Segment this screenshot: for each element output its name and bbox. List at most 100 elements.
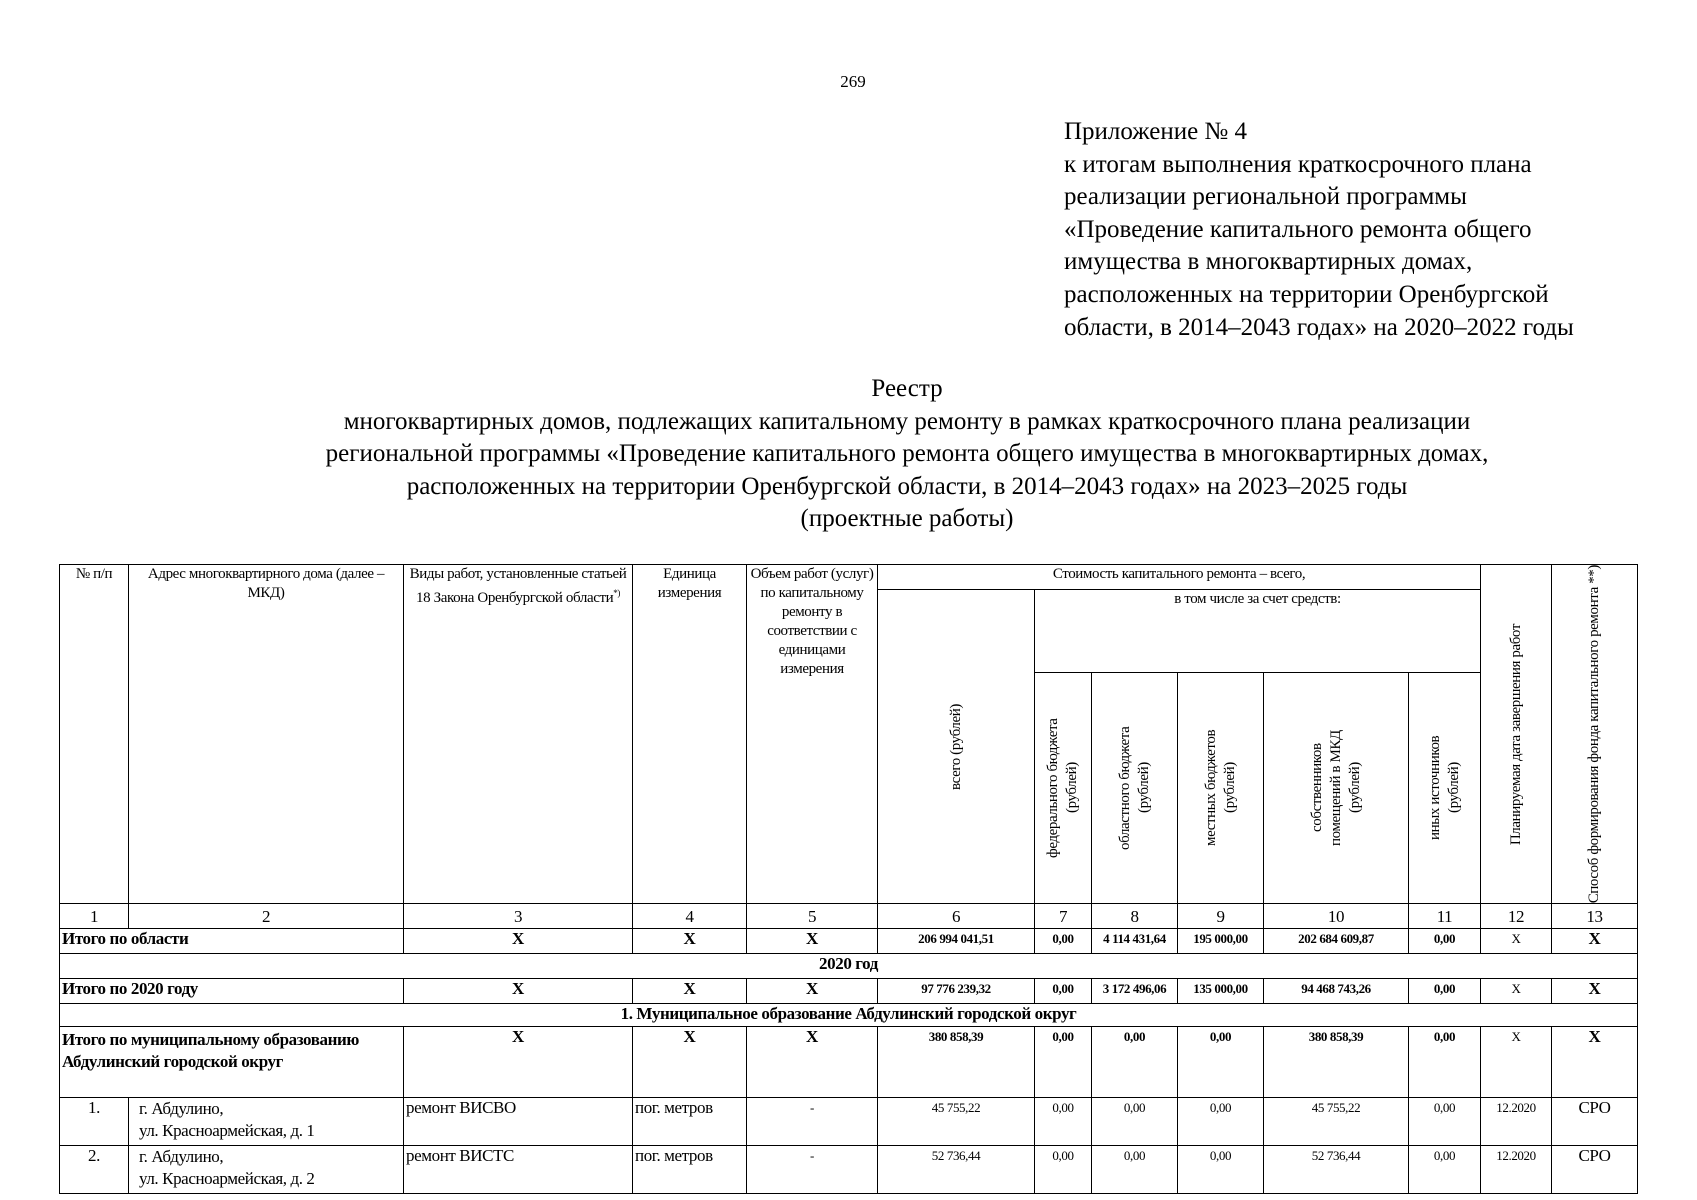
header-address: Адрес многоквартирного дома (далее – МКД…	[128, 563, 404, 905]
page-number: 269	[840, 72, 866, 91]
column-number: 8	[1091, 903, 1178, 930]
cell-total: 52 736,44	[877, 1145, 1035, 1195]
cell-x: X	[746, 1026, 878, 1099]
cell-local: 0,00	[1177, 1145, 1264, 1195]
total-municipality-row: Итого по муниципальному образованию Абду…	[59, 1026, 1638, 1099]
footnote-mark: *)	[613, 588, 620, 598]
cell-x: X	[403, 928, 633, 955]
appendix-line: области, в 2014–2043 годах» на 2020–2022…	[1064, 313, 1574, 341]
cell-other: 0,00	[1408, 1097, 1481, 1147]
cell-method: X	[1551, 978, 1638, 1005]
total-year-row: Итого по 2020 году X X X 97 776 239,32 0…	[59, 978, 1638, 1005]
column-number: 12	[1480, 903, 1552, 930]
column-number: 4	[632, 903, 747, 930]
header-row: всего (рублей) в том числе за счет средс…	[60, 588, 1638, 905]
registry-table: № п/п Адрес многоквартирного дома (далее…	[59, 563, 1638, 1195]
title-line: многоквартирных домов, подлежащих капита…	[343, 407, 1471, 435]
title-line: региональной программы «Проведение капит…	[325, 440, 1489, 467]
appendix-line: расположенных на территории Оренбургской	[1064, 280, 1549, 308]
header-other: иных источников (рублей)	[1408, 672, 1481, 905]
header-work-types: Виды работ, установленные статьей 18 Зак…	[403, 563, 633, 905]
cell-total: 380 858,39	[877, 1026, 1035, 1099]
header-unit: Единица измерения	[632, 563, 747, 905]
municipality-heading: 1. Муниципальное образование Абдулинский…	[59, 1003, 1638, 1028]
column-number: 10	[1263, 903, 1409, 930]
column-number-row: 1 2 3 4 5 6 7 8 9 10 11 12 13	[59, 903, 1638, 930]
cell-regional: 0,00	[1091, 1145, 1178, 1195]
cell-owners: 202 684 609,87	[1263, 928, 1409, 955]
cell-other: 0,00	[1408, 1026, 1481, 1099]
cell-other: 0,00	[1408, 978, 1481, 1005]
cell-date: X	[1480, 928, 1552, 955]
column-number: 7	[1034, 903, 1092, 930]
header-total: всего (рублей)	[877, 588, 1035, 905]
cell-local: 135 000,00	[1177, 978, 1264, 1005]
cell-federal: 0,00	[1034, 978, 1092, 1005]
cell-address: г. Абдулино, ул. Красноармейская, д. 1	[128, 1097, 404, 1147]
header-volume: Объем работ (услуг) по капитальному ремо…	[746, 563, 878, 905]
title-line: расположенных на территории Оренбургской…	[406, 472, 1408, 500]
appendix-line: «Проведение капитального ремонта общего	[1064, 215, 1532, 243]
total-label: Итого по области	[59, 928, 404, 955]
cell-owners: 94 468 743,26	[1263, 978, 1409, 1005]
cell-num: 1.	[59, 1097, 129, 1147]
header-row: № п/п Адрес многоквартирного дома (далее…	[59, 563, 1638, 905]
cell-owners: 380 858,39	[1263, 1026, 1409, 1099]
header-local: местных бюджетов (рублей)	[1177, 672, 1264, 905]
appendix-line: имущества в многоквартирных домах,	[1064, 248, 1473, 276]
cell-volume: -	[746, 1145, 878, 1195]
cell-x: X	[403, 978, 633, 1005]
header-local-text: местных бюджетов (рублей)	[1202, 730, 1238, 847]
cell-date: 12.2020	[1480, 1097, 1552, 1147]
cell-work: ремонт ВИСТС	[403, 1145, 633, 1195]
year-heading-row: 2020 год	[59, 953, 1638, 980]
cell-work: ремонт ВИСВО	[403, 1097, 633, 1147]
cell-total: 206 994 041,51	[877, 928, 1035, 955]
cell-unit: пог. метров	[632, 1145, 747, 1195]
header-work-types-text: Виды работ, установленные статьей 18 Зак…	[409, 566, 627, 606]
cell-federal: 0,00	[1034, 1026, 1092, 1099]
cell-other: 0,00	[1408, 928, 1481, 955]
header-regional-text: областного бюджета (рублей)	[1116, 726, 1152, 850]
cell-total: 97 776 239,32	[877, 978, 1035, 1005]
header-planned-date-text: Планируемая дата завершения работ	[1507, 623, 1524, 845]
title-line: Реестр	[871, 375, 943, 402]
cell-local: 195 000,00	[1177, 928, 1264, 955]
appendix-header: Приложение № 4 к итогам выполнения кратк…	[1064, 116, 1574, 344]
total-label: Итого по муниципальному образованию Абду…	[59, 1026, 404, 1099]
cell-total: 45 755,22	[877, 1097, 1035, 1147]
address-line: г. Абдулино,	[139, 1099, 224, 1119]
header-cost-group: Стоимость капитального ремонта – всего,	[877, 564, 1481, 590]
header-planned-date: Планируемая дата завершения работ	[1480, 563, 1552, 905]
cell-federal: 0,00	[1034, 928, 1092, 955]
column-number: 13	[1551, 903, 1638, 930]
cell-x: X	[632, 978, 747, 1005]
address-line: ул. Красноармейская, д. 2	[139, 1169, 315, 1189]
cell-date: X	[1480, 978, 1552, 1005]
column-number: 6	[877, 903, 1035, 930]
header-total-text: всего (рублей)	[947, 703, 964, 790]
total-region-row: Итого по области X X X 206 994 041,51 0,…	[59, 928, 1638, 955]
cell-date: X	[1480, 1026, 1552, 1099]
cell-num: 2.	[59, 1145, 129, 1195]
cell-x: X	[746, 928, 878, 955]
cell-federal: 0,00	[1034, 1097, 1092, 1147]
header-regional: областного бюджета (рублей)	[1091, 672, 1178, 905]
cell-x: X	[746, 978, 878, 1005]
header-row: федерального бюджета (рублей) областного…	[60, 672, 1638, 905]
address-line: ул. Красноармейская, д. 1	[139, 1121, 315, 1141]
cell-x: X	[632, 1026, 747, 1099]
header-owners: собственников помещений в МКД (рублей)	[1263, 672, 1409, 905]
table-row: 1. г. Абдулино, ул. Красноармейская, д. 1…	[59, 1097, 1638, 1147]
municipality-heading-row: 1. Муниципальное образование Абдулинский…	[59, 1003, 1638, 1028]
cell-owners: 45 755,22	[1263, 1097, 1409, 1147]
year-heading: 2020 год	[59, 953, 1638, 980]
column-number: 3	[403, 903, 633, 930]
header-other-text: иных источников (рублей)	[1426, 736, 1462, 841]
header-fund-method: Способ формирования фонда капитального р…	[1551, 563, 1638, 905]
cell-other: 0,00	[1408, 1145, 1481, 1195]
cell-method: X	[1551, 1026, 1638, 1099]
cell-owners: 52 736,44	[1263, 1145, 1409, 1195]
cell-volume: -	[746, 1097, 878, 1147]
header-federal: федерального бюджета (рублей)	[1034, 672, 1092, 905]
